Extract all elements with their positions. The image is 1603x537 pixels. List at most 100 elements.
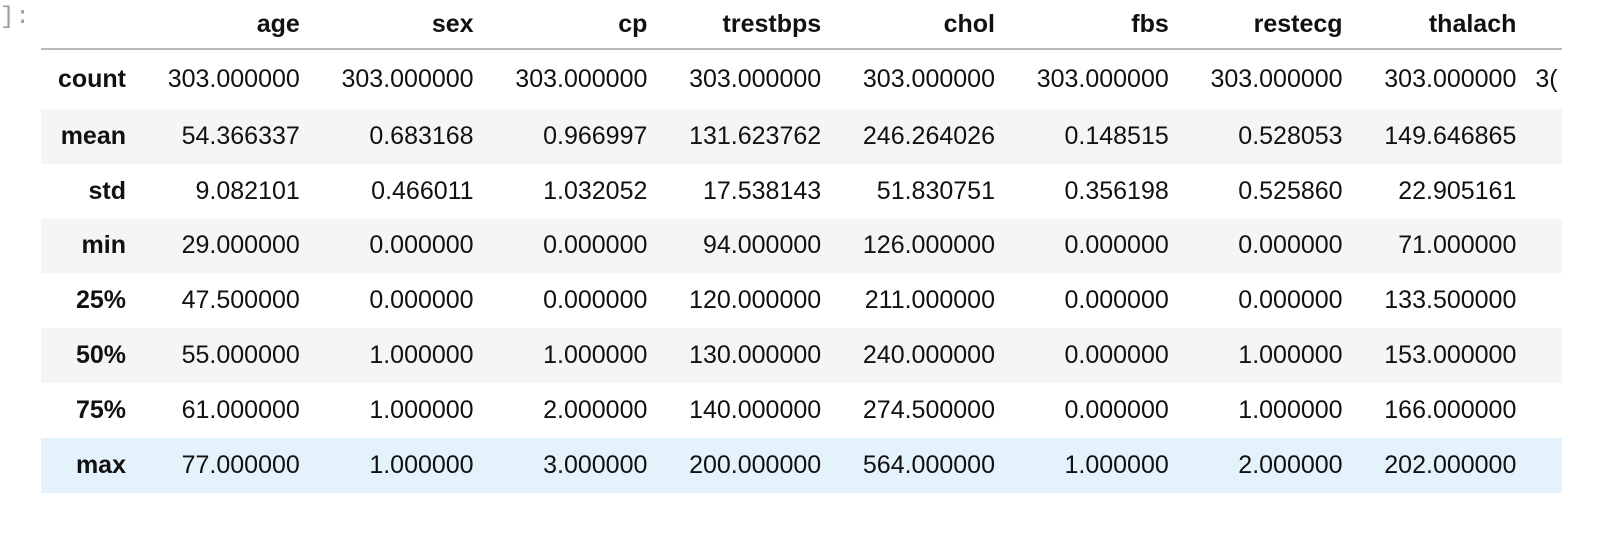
table-cell: 0.466011	[371, 176, 474, 205]
table-cell: 0.966997	[543, 121, 648, 150]
table-row: 25% 47.500000 0.000000 0.000000 120.000000 21…	[41, 273, 1562, 328]
table-cell: 0.000000	[369, 231, 474, 260]
row-index-label: 75%	[75, 395, 126, 424]
table-cell: 77.000000	[181, 450, 300, 479]
table-cell: 0.000000	[1064, 231, 1169, 260]
table-cell: 303.000000	[689, 65, 822, 93]
table-cell: 47.500000	[181, 286, 300, 315]
table-cell: 303.000000	[1384, 65, 1517, 93]
table-cell: 303.000000	[1210, 65, 1343, 93]
table-cell: 133.500000	[1384, 286, 1517, 315]
table-cell-cut	[1516, 438, 1562, 493]
table-cell: 120.000000	[689, 286, 822, 315]
column-header: fbs	[994, 0, 1169, 50]
table-cell: 131.623762	[689, 121, 822, 150]
table-cell: 0.000000	[1064, 395, 1169, 424]
table-cell: 54.366337	[181, 121, 300, 150]
table-cell: 0.000000	[1238, 286, 1343, 315]
table-cell: 0.000000	[369, 286, 474, 315]
table-cell: 303.000000	[341, 65, 474, 93]
row-index-label: 50%	[75, 341, 126, 370]
table-cell: 0.683168	[369, 121, 474, 150]
table-cell: 200.000000	[689, 450, 822, 479]
table-cell: 0.528053	[1238, 121, 1343, 150]
table-row: 50% 55.000000 1.000000 1.000000 130.000000 24…	[41, 328, 1563, 383]
table-row: mean 54.366337 0.683168 0.966997 131.623762 2…	[41, 109, 1563, 164]
describe-table: age sex cp trestbps chol fbs restecg tha…	[41, 0, 1563, 493]
table-cell: 240.000000	[862, 341, 995, 370]
table-cell: 2.000000	[1238, 450, 1343, 479]
table-cell: 9.082101	[195, 176, 300, 205]
column-header: age	[126, 0, 300, 50]
table-cell: 1.000000	[543, 341, 648, 370]
table-row: std 9.082101 0.466011 1.032052 17.538143 51.8…	[41, 164, 1562, 219]
table-cell: 303.000000	[862, 65, 995, 93]
table-cell: 3.000000	[543, 450, 648, 479]
table-cell: 246.264026	[862, 121, 995, 150]
column-header: restecg	[1168, 0, 1343, 50]
row-index-label: std	[88, 176, 127, 205]
column-header: chol	[821, 0, 995, 50]
table-cell: 1.000000	[1238, 341, 1343, 370]
table-cell: 55.000000	[181, 341, 300, 370]
table-cell: 0.000000	[1064, 341, 1169, 370]
table-cell: 303.000000	[167, 65, 300, 93]
table-cell: 140.000000	[689, 395, 822, 424]
table-cell: 303.000000	[1036, 65, 1169, 93]
table-row: count 303.000000 303.000000 303.000000 303.0…	[41, 49, 1562, 109]
table-cell: 51.830751	[876, 176, 995, 205]
table-cell: 0.525860	[1238, 176, 1343, 205]
table-cell: 564.000000	[862, 450, 995, 479]
column-header: sex	[299, 0, 474, 50]
table-cell: 0.148515	[1064, 121, 1169, 150]
table-cell: 126.000000	[862, 231, 995, 260]
table-cell-cut	[1516, 273, 1562, 328]
table-cell: 61.000000	[181, 395, 300, 424]
table-cell: 0.000000	[1238, 231, 1343, 260]
table-cell: 202.000000	[1384, 450, 1517, 479]
row-index-label: mean	[60, 121, 126, 150]
table-cell: 130.000000	[689, 341, 822, 370]
table-cell: 94.000000	[703, 231, 822, 260]
table-cell: 0.356198	[1064, 176, 1169, 205]
table-cell: 22.905161	[1398, 176, 1517, 205]
table-cell: 274.500000	[862, 395, 995, 424]
table-cell: 0.000000	[1064, 286, 1169, 315]
row-index-label: max	[75, 450, 126, 479]
table-row: max 77.000000 1.000000 3.000000 200.000000 56…	[41, 437, 1563, 493]
table-row: 75% 61.000000 1.000000 2.000000 140.000000 27…	[41, 383, 1562, 438]
index-header	[41, 0, 126, 50]
table-cell: 2.000000	[543, 395, 648, 424]
column-header: thalach	[1342, 0, 1517, 50]
column-header: cp	[473, 0, 648, 50]
table-cell-cut	[1516, 219, 1562, 274]
row-index-label: count	[57, 65, 126, 93]
row-index-label: 25%	[75, 286, 126, 315]
table-cell-cut	[1516, 383, 1562, 438]
table-cell: 1.000000	[1238, 395, 1343, 424]
table-cell: 1.000000	[369, 395, 474, 424]
header-row: age sex cp trestbps chol fbs restecg tha…	[41, 0, 1563, 50]
column-header-cut	[1516, 0, 1563, 50]
dataframe-output: age sex cp trestbps chol fbs restecg tha…	[41, 0, 1603, 537]
table-cell: 1.000000	[1064, 450, 1169, 479]
table-cell: 0.000000	[543, 231, 648, 260]
row-index-label: min	[81, 231, 126, 260]
table-cell: 149.646865	[1384, 121, 1517, 150]
table-cell: 0.000000	[543, 286, 648, 315]
table-cell: 303.000000	[515, 65, 648, 93]
table-cell: 1.000000	[369, 450, 474, 479]
cell-prompt: ]:	[0, 4, 31, 31]
column-header: trestbps	[647, 0, 822, 50]
table-cell: 29.000000	[181, 231, 300, 260]
table-cell-cut: 3(	[1535, 65, 1558, 93]
table-cell: 166.000000	[1384, 395, 1517, 424]
table-row: min 29.000000 0.000000 0.000000 94.000000 126…	[41, 218, 1563, 274]
table-cell: 17.538143	[703, 176, 822, 205]
table-cell-cut	[1516, 164, 1562, 219]
table-cell: 71.000000	[1398, 231, 1517, 260]
table-cell-cut	[1516, 328, 1562, 383]
table-cell: 153.000000	[1384, 341, 1517, 370]
table-cell: 1.032052	[543, 176, 648, 205]
table-cell: 211.000000	[864, 286, 995, 315]
